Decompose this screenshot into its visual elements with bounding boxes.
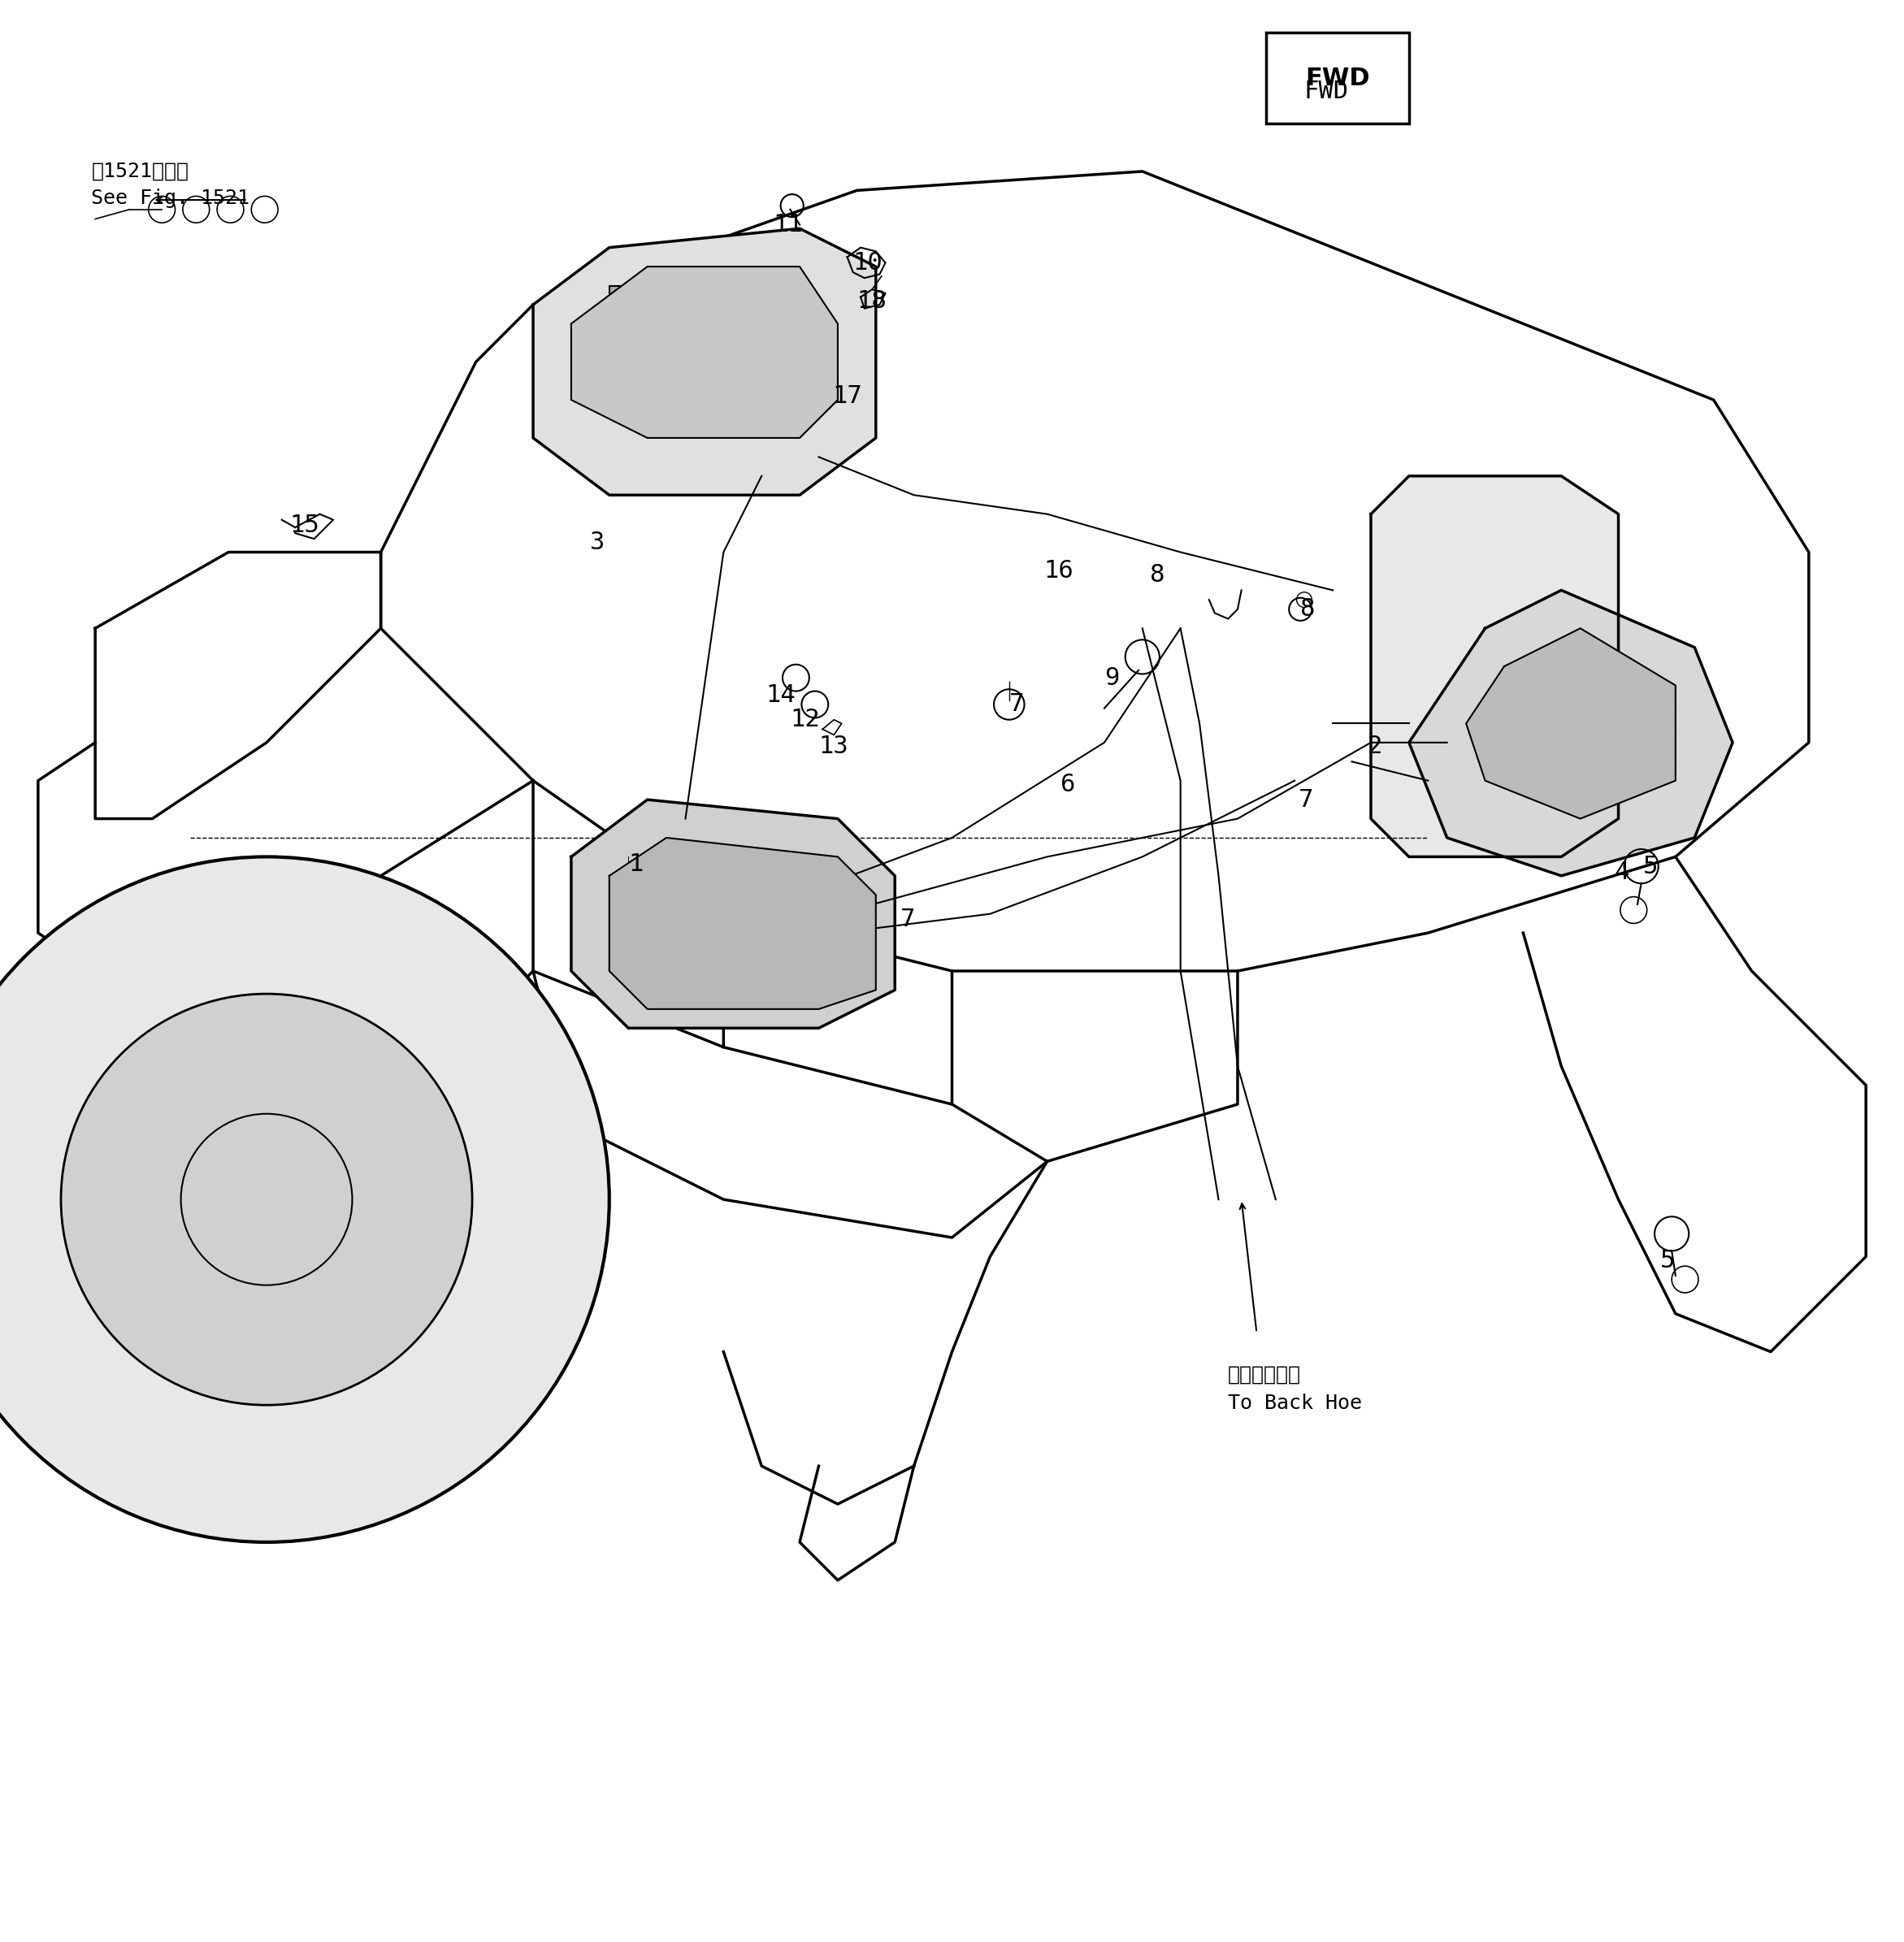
Text: 11: 11 xyxy=(773,214,803,237)
Text: 1: 1 xyxy=(628,853,644,876)
Text: 16: 16 xyxy=(1043,559,1074,583)
Text: 第1521図参照: 第1521図参照 xyxy=(91,161,188,181)
Text: FWD: FWD xyxy=(1306,66,1369,89)
Text: 6: 6 xyxy=(1061,773,1076,796)
Polygon shape xyxy=(533,229,876,495)
Text: 4: 4 xyxy=(1615,860,1630,884)
Polygon shape xyxy=(609,837,876,1010)
Polygon shape xyxy=(571,266,838,439)
Circle shape xyxy=(0,856,609,1542)
Text: 8: 8 xyxy=(1150,563,1165,586)
Text: 2: 2 xyxy=(1367,734,1382,757)
Text: 12: 12 xyxy=(790,709,821,732)
Polygon shape xyxy=(1371,476,1618,856)
Text: See Fig. 1521: See Fig. 1521 xyxy=(91,188,249,208)
Text: 15: 15 xyxy=(289,515,320,538)
Bar xyxy=(609,285,800,400)
Text: 3: 3 xyxy=(590,530,605,553)
Text: To Back Hoe: To Back Hoe xyxy=(1228,1394,1361,1414)
Text: 7: 7 xyxy=(1299,788,1314,812)
Text: 7: 7 xyxy=(1009,693,1024,717)
Text: バックホーへ: バックホーへ xyxy=(1228,1365,1300,1385)
FancyBboxPatch shape xyxy=(1266,33,1409,124)
Text: 14: 14 xyxy=(765,684,796,707)
Text: FWD: FWD xyxy=(1304,80,1350,103)
Circle shape xyxy=(61,994,472,1406)
Text: 5: 5 xyxy=(1643,854,1658,878)
Polygon shape xyxy=(571,800,895,1027)
Text: 8: 8 xyxy=(1300,598,1316,621)
Text: 9: 9 xyxy=(1104,666,1120,689)
Text: 10: 10 xyxy=(853,251,883,274)
Polygon shape xyxy=(1466,629,1676,820)
Text: 17: 17 xyxy=(832,385,863,408)
Polygon shape xyxy=(1409,590,1733,876)
Text: 18: 18 xyxy=(857,289,887,313)
Text: 7: 7 xyxy=(901,907,916,932)
Text: 13: 13 xyxy=(819,734,849,757)
Text: 5: 5 xyxy=(1660,1249,1676,1272)
